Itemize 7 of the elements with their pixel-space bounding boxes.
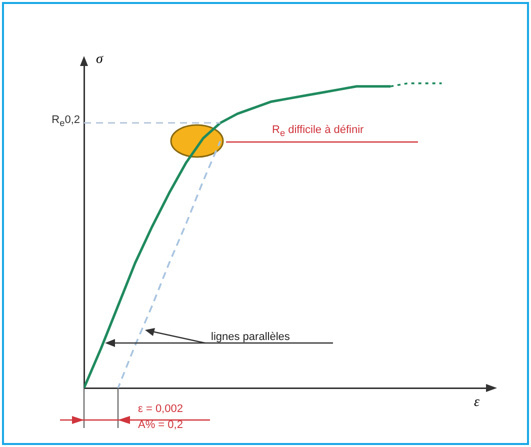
x-axis-title: ε	[474, 395, 480, 411]
y-axis-title: σ	[96, 52, 103, 68]
text: ε = 0,002	[138, 403, 183, 415]
text: A% = 0,2	[138, 419, 183, 431]
ref-line-label: R$_{e}$0,2	[52, 114, 80, 128]
annotation: lignes parallèles	[211, 331, 290, 343]
annotation: R$_{e}$ difficile à définir	[272, 124, 364, 138]
